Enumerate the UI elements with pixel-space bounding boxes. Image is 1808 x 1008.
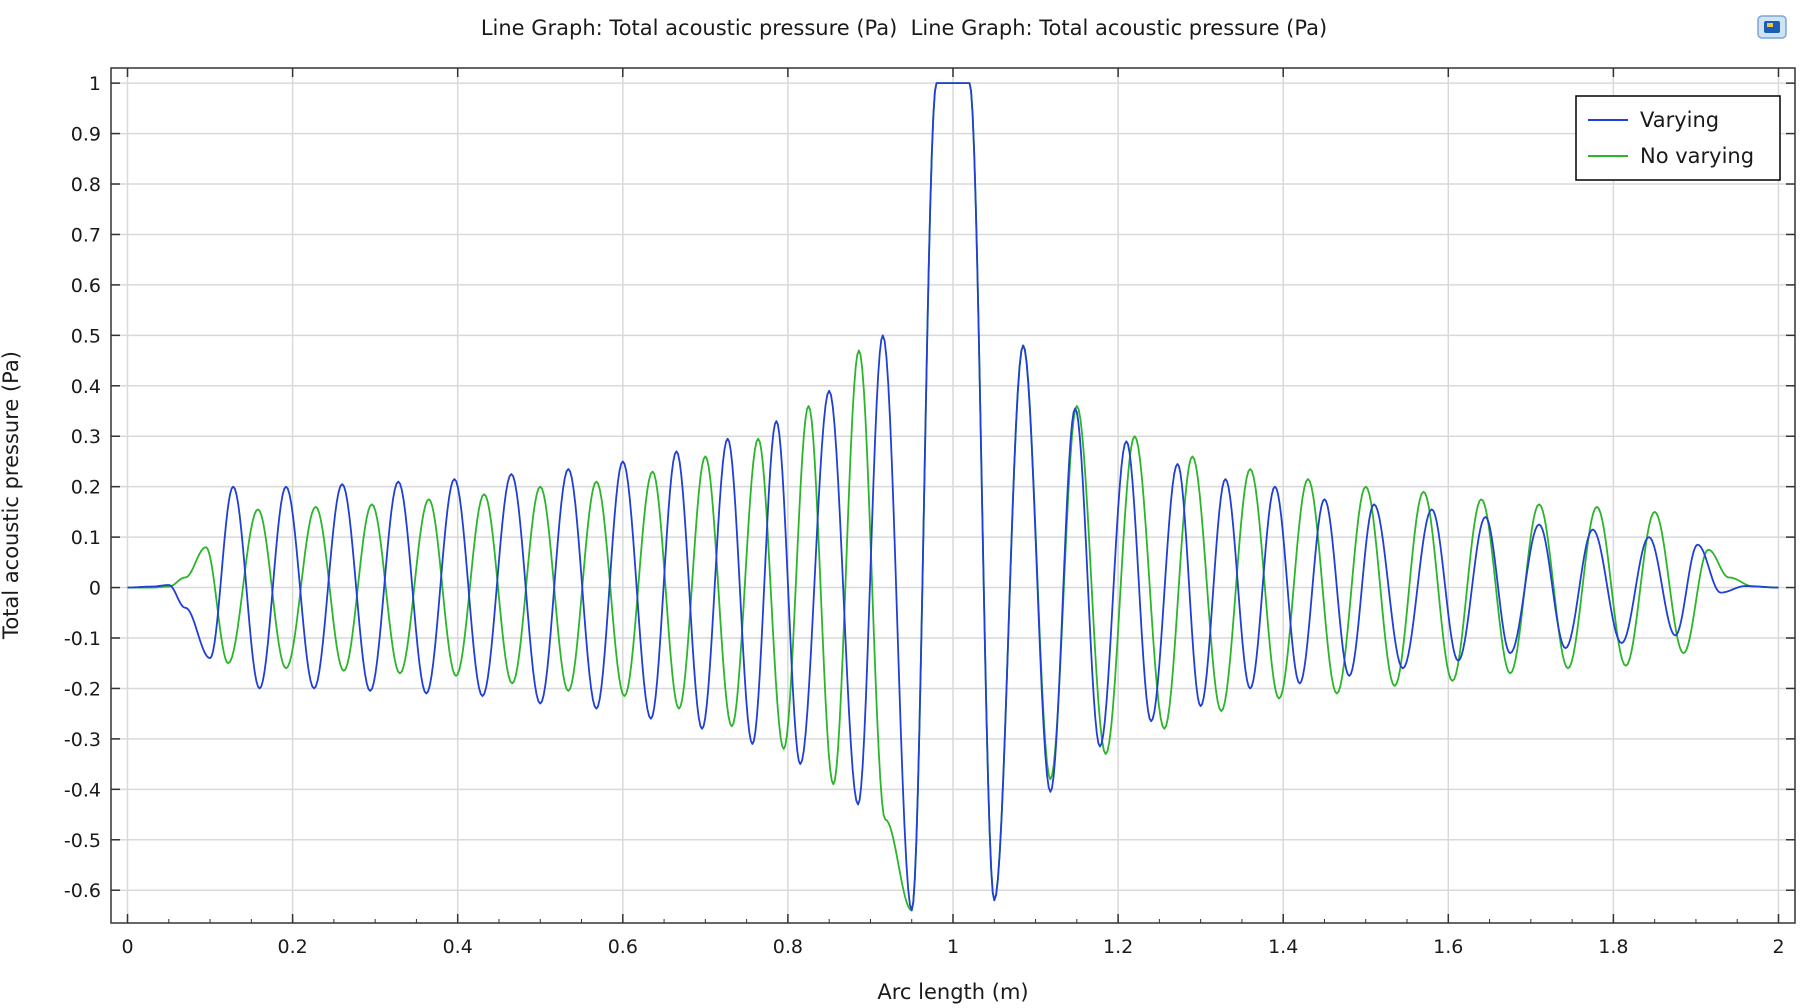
x-tick-label: 1.6 (1433, 936, 1463, 958)
x-tick-label: 0.2 (277, 936, 307, 958)
y-tick-label: 0.7 (71, 224, 101, 246)
y-tick-labels: -0.6 -0.5 -0.4 -0.3 -0.2 -0.1 0 0.1 0.2 0.3 0.4 0.5… (64, 73, 101, 902)
y-tick-label: -0.1 (64, 628, 101, 650)
export-image-icon[interactable] (1755, 12, 1789, 42)
x-tick-label: 0.4 (443, 936, 473, 958)
y-tick-label: 1 (89, 73, 101, 95)
legend-label-no-varying: No varying (1640, 144, 1754, 168)
y-tick-label: 0 (89, 578, 101, 600)
y-tick-label: 0.4 (71, 376, 101, 398)
legend-box (1575, 95, 1781, 181)
x-tick-label: 0 (121, 936, 133, 958)
y-tick-label: 0.9 (71, 124, 101, 146)
y-tick-label: 0.5 (71, 325, 101, 347)
x-tick-label: 0.8 (773, 936, 803, 958)
chart-title: Line Graph: Total acoustic pressure (Pa)… (480, 16, 1328, 40)
y-tick-label: 0.8 (71, 174, 101, 196)
y-axis-label: Total acoustic pressure (Pa) (0, 351, 23, 640)
axis-ticks (111, 68, 1795, 923)
y-tick-label: 0.6 (71, 275, 101, 297)
x-axis-label: Arc length (m) (877, 980, 1028, 1004)
x-tick-label: 2 (1772, 936, 1784, 958)
x-tick-label: 1 (947, 936, 959, 958)
y-tick-label: 0.2 (71, 477, 101, 499)
y-tick-label: 0.1 (71, 527, 101, 549)
y-tick-label: -0.2 (64, 678, 101, 700)
x-tick-label: 1.8 (1598, 936, 1628, 958)
legend: Varying No varying (1575, 95, 1781, 181)
x-tick-label: 1.4 (1268, 936, 1298, 958)
y-tick-label: -0.3 (64, 729, 101, 751)
x-tick-labels: 0 0.2 0.4 0.6 0.8 1 1.2 1.4 1.6 1.8 2 (121, 936, 1784, 958)
y-tick-label: 0.3 (71, 426, 101, 448)
y-tick-label: -0.6 (64, 880, 101, 902)
legend-label-varying: Varying (1640, 108, 1719, 132)
y-tick-label: -0.4 (64, 779, 101, 801)
x-tick-label: 0.6 (608, 936, 638, 958)
x-tick-label: 1.2 (1103, 936, 1133, 958)
grid (111, 68, 1795, 923)
y-tick-label: -0.5 (64, 830, 101, 852)
series-lines (127, 82, 1779, 912)
series-line-varying (127, 82, 1779, 912)
